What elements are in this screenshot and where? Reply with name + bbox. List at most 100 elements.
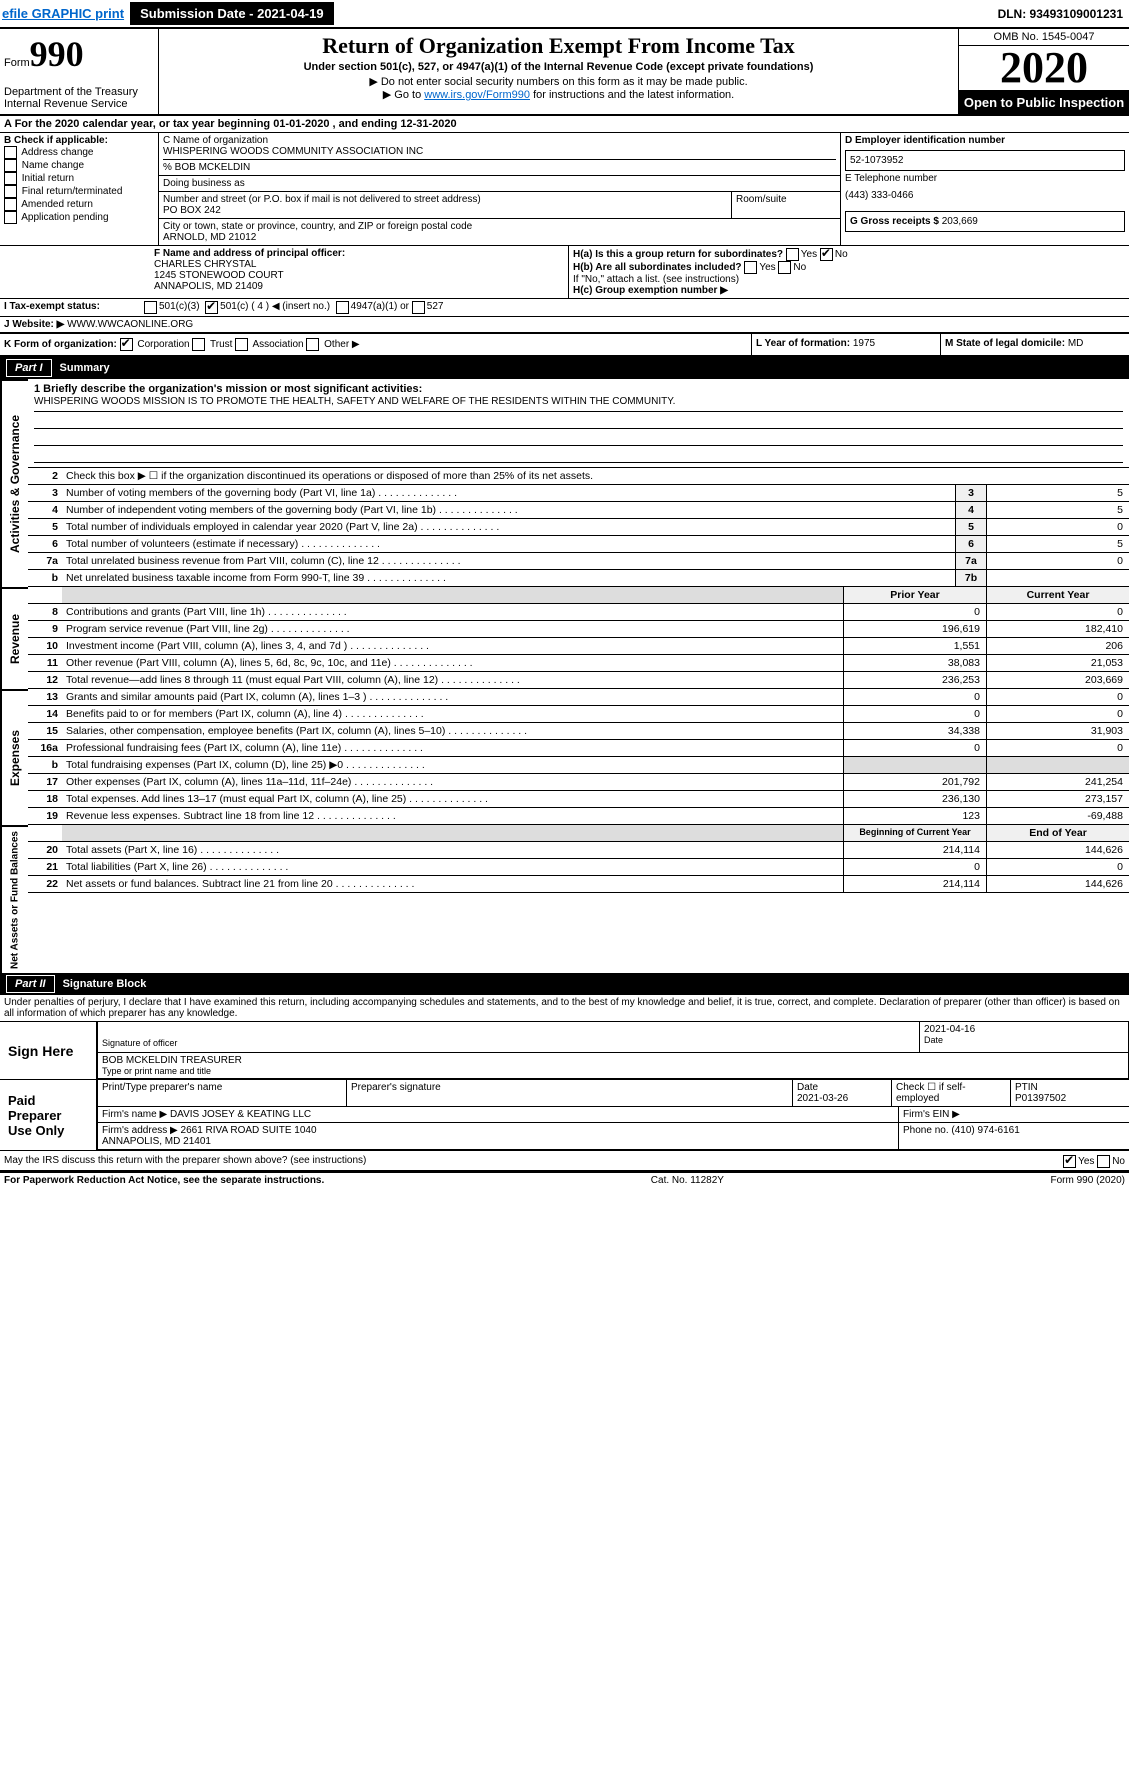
phone-value: (443) 333-0466 (845, 188, 1125, 203)
sig-date: 2021-04-16 (924, 1024, 1124, 1035)
prep-h3: Date (797, 1082, 818, 1093)
summary-line: 6Total number of volunteers (estimate if… (28, 536, 1129, 553)
data-line: 10Investment income (Part VIII, column (… (28, 638, 1129, 655)
footer-left: For Paperwork Reduction Act Notice, see … (4, 1175, 324, 1186)
vtab-revenue: Revenue (0, 587, 28, 689)
firm-name: DAVIS JOSEY & KEATING LLC (170, 1109, 311, 1120)
discuss-no[interactable] (1097, 1155, 1110, 1168)
hb-note: If "No," attach a list. (see instruction… (573, 274, 1125, 285)
care-of: % BOB MCKELDIN (163, 159, 836, 173)
phone-label: E Telephone number (845, 173, 1125, 184)
row-k-label: K Form of organization: (4, 339, 117, 350)
discuss-text: May the IRS discuss this return with the… (4, 1155, 366, 1166)
data-line: 21Total liabilities (Part X, line 26)00 (28, 859, 1129, 876)
name-label: C Name of organization (163, 135, 836, 146)
row-j-label: J Website: ▶ (4, 319, 64, 330)
prep-ptin: P01397502 (1015, 1093, 1066, 1104)
summary-line: 4Number of independent voting members of… (28, 502, 1129, 519)
dept-text: Department of the Treasury Internal Reve… (4, 86, 154, 110)
discuss-row: May the IRS discuss this return with the… (0, 1151, 1129, 1172)
sign-here-section: Sign Here Signature of officer 2021-04-1… (0, 1022, 1129, 1080)
data-line: 18Total expenses. Add lines 13–17 (must … (28, 791, 1129, 808)
ha-no[interactable] (820, 248, 833, 261)
sig-name-label: Type or print name and title (102, 1066, 1124, 1076)
row-fgh: F Name and address of principal officer:… (0, 246, 1129, 299)
k-assoc[interactable] (235, 338, 248, 351)
summary-line: 5Total number of individuals employed in… (28, 519, 1129, 536)
hb-label: H(b) Are all subordinates included? (573, 262, 742, 273)
k-trust[interactable] (192, 338, 205, 351)
summary-line: 2Check this box ▶ ☐ if the organization … (28, 468, 1129, 485)
part2-label: Part II (6, 975, 55, 993)
sig-date-label: Date (924, 1035, 1124, 1045)
officer-name: CHARLES CHRYSTAL (154, 259, 564, 270)
efile-link[interactable]: efile GRAPHIC print (2, 6, 124, 21)
dba-label: Doing business as (163, 178, 836, 189)
hb-yes[interactable] (744, 261, 757, 274)
i-4947[interactable] (336, 301, 349, 314)
data-line: 9Program service revenue (Part VIII, lin… (28, 621, 1129, 638)
summary-line: 3Number of voting members of the governi… (28, 485, 1129, 502)
box-b: B Check if applicable: Address change Na… (0, 133, 159, 245)
form-subtitle: Under section 501(c), 527, or 4947(a)(1)… (167, 61, 950, 73)
box-f-label: F Name and address of principal officer: (154, 248, 564, 259)
row-k: K Form of organization: Corporation Trus… (0, 334, 1129, 357)
row-i: I Tax-exempt status: 501(c)(3) 501(c) ( … (0, 299, 1129, 317)
data-line: bTotal fundraising expenses (Part IX, co… (28, 757, 1129, 774)
section-bcd: B Check if applicable: Address change Na… (0, 133, 1129, 246)
submission-date-button[interactable]: Submission Date - 2021-04-19 (130, 2, 334, 25)
perjury-text: Under penalties of perjury, I declare th… (0, 995, 1129, 1022)
l-val: 1975 (853, 338, 875, 349)
paid-label: Paid Preparer Use Only (0, 1080, 96, 1150)
i-501c[interactable] (205, 301, 218, 314)
footer-right: Form 990 (2020) (1051, 1175, 1125, 1186)
row-i-label: I Tax-exempt status: (4, 301, 144, 314)
top-bar: efile GRAPHIC print Submission Date - 20… (0, 0, 1129, 29)
current-year-header: Current Year (986, 587, 1129, 603)
box-b-label: B Check if applicable: (4, 135, 154, 146)
instr-2-post: for instructions and the latest informat… (530, 89, 734, 101)
page-footer: For Paperwork Reduction Act Notice, see … (0, 1172, 1129, 1188)
officer-addr2: ANNAPOLIS, MD 21409 (154, 281, 564, 292)
k-corp[interactable] (120, 338, 133, 351)
open-public-badge: Open to Public Inspection (959, 90, 1129, 114)
instr-link[interactable]: www.irs.gov/Form990 (424, 89, 530, 101)
firm-phone-label: Phone no. (903, 1125, 949, 1136)
sig-officer-label: Signature of officer (102, 1038, 915, 1048)
data-line: 11Other revenue (Part VIII, column (A), … (28, 655, 1129, 672)
part1-label: Part I (6, 359, 52, 377)
i-501c3[interactable] (144, 301, 157, 314)
prep-h1: Print/Type preparer's name (98, 1080, 347, 1106)
tax-year: 2020 (959, 46, 1129, 90)
box-c: C Name of organization WHISPERING WOODS … (159, 133, 841, 245)
city-label: City or town, state or province, country… (163, 221, 836, 232)
i-527[interactable] (412, 301, 425, 314)
vtab-balances: Net Assets or Fund Balances (0, 825, 28, 973)
form-title: Return of Organization Exempt From Incom… (167, 33, 950, 59)
firm-addr-label: Firm's address ▶ (102, 1125, 178, 1136)
m-val: MD (1068, 338, 1084, 349)
street-value: PO BOX 242 (163, 205, 727, 216)
prior-year-header: Prior Year (843, 587, 986, 603)
m-label: M State of legal domicile: (945, 338, 1065, 349)
hb-no[interactable] (778, 261, 791, 274)
sig-name: BOB MCKELDIN TREASURER (102, 1055, 1124, 1066)
ha-yes[interactable] (786, 248, 799, 261)
vtab-governance: Activities & Governance (0, 379, 28, 587)
data-line: 17Other expenses (Part IX, column (A), l… (28, 774, 1129, 791)
discuss-yes[interactable] (1063, 1155, 1076, 1168)
begin-year-header: Beginning of Current Year (843, 825, 986, 841)
k-other[interactable] (306, 338, 319, 351)
form-prefix: Form (4, 57, 30, 69)
data-line: 19Revenue less expenses. Subtract line 1… (28, 808, 1129, 825)
data-line: 12Total revenue—add lines 8 through 11 (… (28, 672, 1129, 689)
data-line: 14Benefits paid to or for members (Part … (28, 706, 1129, 723)
part2-header: Part II Signature Block (0, 973, 1129, 995)
box-b-option: Final return/terminated (4, 185, 154, 198)
data-line: 20Total assets (Part X, line 16)214,1141… (28, 842, 1129, 859)
firm-ein-label: Firm's EIN ▶ (899, 1107, 1129, 1122)
gross-label: G Gross receipts $ (850, 216, 939, 227)
ein-label: D Employer identification number (845, 135, 1125, 146)
ein-value: 52-1073952 (845, 150, 1125, 171)
box-b-option: Address change (4, 146, 154, 159)
